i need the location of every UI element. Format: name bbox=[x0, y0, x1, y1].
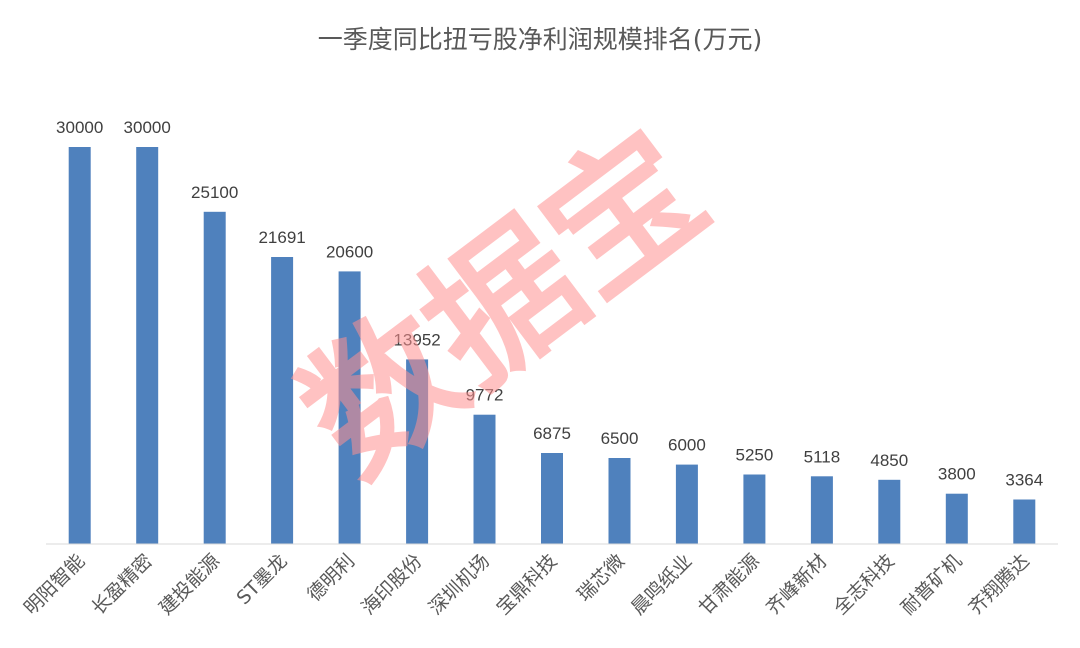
data-label: 20600 bbox=[326, 242, 373, 261]
data-label: 21691 bbox=[258, 228, 305, 247]
x-tick-label: 长盈精密 bbox=[87, 550, 156, 619]
x-tick-label: 全志科技 bbox=[830, 550, 899, 619]
data-label: 5250 bbox=[735, 446, 773, 465]
x-tick-label: 德明利 bbox=[303, 550, 359, 606]
x-tick-label: 晨鸣纸业 bbox=[627, 550, 696, 619]
bar-甘肃能源 bbox=[743, 474, 766, 544]
data-labels-group: 30000 30000 25100 21691 20600 13952 9772 6875 65… bbox=[56, 118, 1043, 490]
data-label: 9772 bbox=[466, 386, 504, 405]
x-tick-label: 建投能源 bbox=[155, 550, 224, 619]
bar-宝鼎科技 bbox=[541, 453, 563, 544]
bar-齐峰新材 bbox=[810, 476, 833, 544]
x-tick-label: 明阳智能 bbox=[20, 550, 89, 619]
bar-全志科技 bbox=[878, 479, 901, 544]
bar-明阳智能 bbox=[68, 147, 91, 544]
bars-group bbox=[68, 147, 1036, 545]
data-label: 4850 bbox=[870, 451, 908, 470]
bar-齐翔腾达 bbox=[1013, 499, 1036, 544]
bar-ST墨龙 bbox=[271, 257, 294, 544]
bar-耐普矿机 bbox=[945, 493, 968, 544]
bar-晨鸣纸业 bbox=[675, 464, 698, 544]
data-label: 6000 bbox=[668, 436, 706, 455]
data-label: 25100 bbox=[191, 183, 238, 202]
x-tick-label: 齐峰新材 bbox=[762, 550, 831, 619]
bar-长盈精密 bbox=[136, 147, 159, 544]
x-tick-label: ST墨龙 bbox=[232, 550, 291, 609]
x-tick-label: 齐翔腾达 bbox=[965, 550, 1034, 619]
data-label: 5118 bbox=[804, 447, 841, 466]
bar-瑞芯微 bbox=[608, 458, 631, 544]
x-tick-label: 深圳机场 bbox=[425, 550, 494, 619]
data-label: 3364 bbox=[1005, 471, 1043, 490]
x-tick-label: 瑞芯微 bbox=[573, 550, 629, 606]
x-tick-label: 海印股份 bbox=[357, 550, 426, 619]
data-label: 13952 bbox=[393, 330, 440, 349]
bar-海印股份 bbox=[406, 359, 429, 544]
bar-深圳机场 bbox=[473, 414, 496, 544]
data-label: 6500 bbox=[601, 429, 639, 448]
chart-title: 一季度同比扭亏股净利润规模排名(万元) bbox=[318, 25, 763, 54]
bar-建投能源 bbox=[203, 211, 226, 545]
x-tick-label: 耐普矿机 bbox=[897, 550, 966, 619]
x-tick-label: 宝鼎科技 bbox=[492, 550, 561, 619]
data-label: 6875 bbox=[533, 424, 571, 443]
data-label: 30000 bbox=[56, 118, 103, 137]
bar-德明利 bbox=[338, 271, 361, 544]
x-tick-label: 甘肃能源 bbox=[695, 550, 764, 619]
data-label: 3800 bbox=[938, 465, 976, 484]
data-label: 30000 bbox=[124, 118, 171, 137]
